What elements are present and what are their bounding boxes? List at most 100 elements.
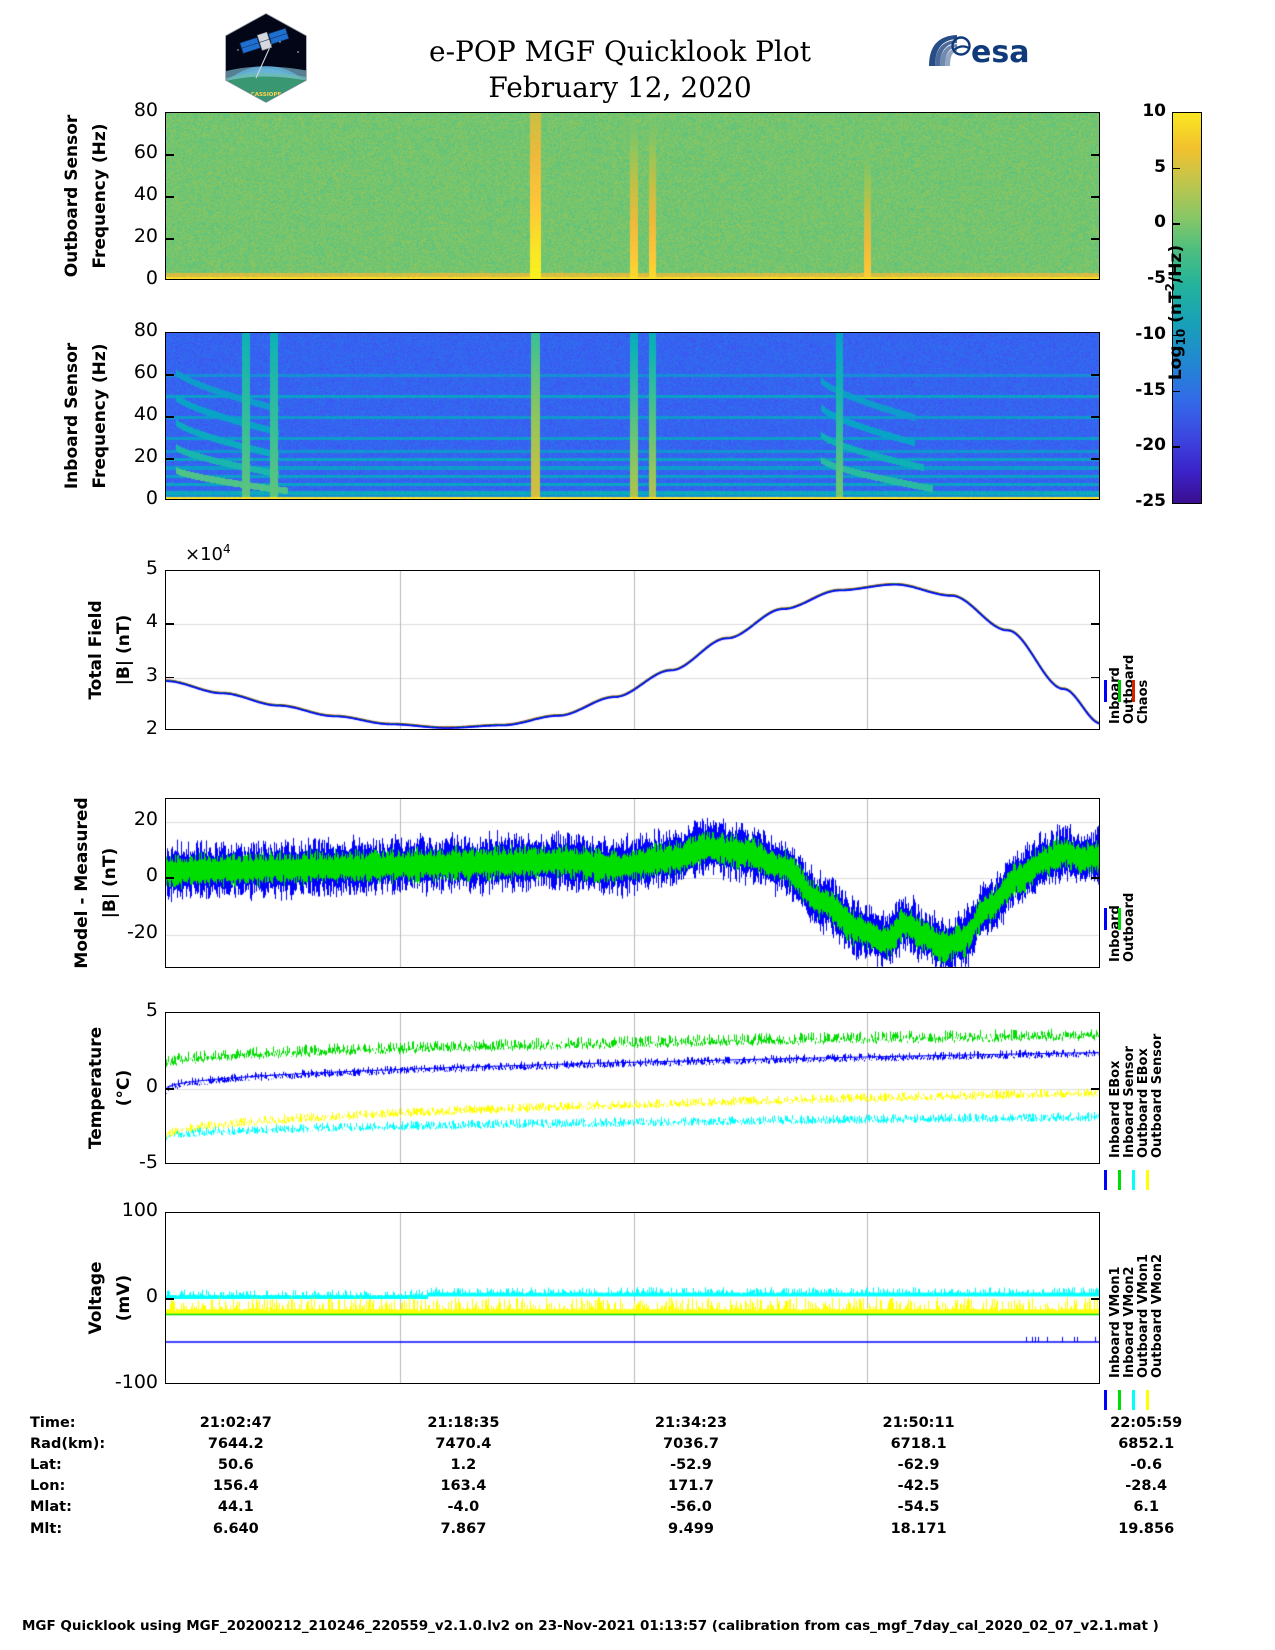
legend-color-swatch (1118, 1390, 1121, 1410)
table-row: Lon: 156.4 163.4 171.7 -42.5 -28.4 (30, 1476, 1260, 1497)
cassiope-logo-text: CASSIOPE (251, 92, 282, 98)
table-row-label: Mlat: (30, 1499, 72, 1516)
table-cell: 21:02:47 (199, 1414, 272, 1431)
esa-logo: esa (925, 28, 1045, 74)
legend-label: Chaos (1136, 679, 1151, 724)
ytick-mark (165, 196, 174, 198)
ytick-label: 80 (133, 319, 158, 341)
table-cell: 19.856 (1118, 1520, 1175, 1537)
ytick-mark (165, 374, 174, 376)
legend-color-swatch (1146, 1390, 1149, 1410)
ytick-label: 0 (145, 1285, 158, 1307)
page-title: e-POP MGF Quicklook Plot (429, 35, 811, 68)
legend-label: Outboard VMon1 (1136, 1253, 1151, 1378)
ytick-mark (165, 623, 174, 625)
total-field-plot (166, 571, 1099, 729)
colorbar-tick-mark (1172, 223, 1180, 226)
ephemeris-table: Time: 21:02:47 21:18:35 21:34:23 21:50:11 22:… (30, 1412, 1260, 1539)
ytick-label: 20 (133, 225, 158, 247)
panel-inboard-spectrogram (165, 332, 1100, 500)
model-minus-measured-plot (166, 799, 1099, 967)
ytick-label: 0 (145, 864, 158, 887)
table-row-label: Mlt: (30, 1520, 63, 1537)
legend-color-swatch (1104, 680, 1107, 702)
temperature-plot (166, 1013, 1099, 1163)
table-cell: 21:18:35 (427, 1414, 500, 1431)
table-cell: 44.1 (217, 1499, 254, 1516)
table-cell: 6.640 (212, 1520, 259, 1537)
panel-temperature (165, 1012, 1100, 1164)
legend-color-swatch (1132, 1170, 1135, 1190)
table-cell: 6852.1 (1118, 1435, 1175, 1452)
ytick-label: 60 (133, 141, 158, 163)
ytick-mark (1091, 196, 1100, 198)
colorbar-tick-label: -5 (1147, 268, 1166, 289)
esa-wordmark: esa (971, 35, 1029, 70)
legend-label: Outboard (1122, 892, 1137, 962)
colorbar-tick-label: -20 (1135, 435, 1166, 456)
ytick-mark (1091, 374, 1100, 376)
panel-model-minus-measured (165, 798, 1100, 968)
panel-outboard-ylabel-line1: Outboard Sensor (62, 114, 82, 278)
legend-color-swatch (1118, 1170, 1121, 1190)
legend-color-swatch (1118, 680, 1121, 702)
ytick-label: 40 (133, 183, 158, 205)
legend-label: Inboard EBox (1108, 1060, 1123, 1158)
legend-color-swatch (1104, 908, 1107, 930)
ytick-label: 0 (145, 267, 158, 289)
table-cell: 21:34:23 (654, 1414, 728, 1431)
ytick-mark (1091, 877, 1100, 879)
cassiope-mission-logo: CASSIOPE (222, 12, 310, 104)
ytick-label: 20 (133, 445, 158, 467)
colorbar-tick-label: 5 (1154, 156, 1166, 177)
ytick-mark (165, 458, 174, 460)
ytick-label: 5 (145, 557, 158, 579)
table-cell: 7.867 (440, 1520, 487, 1537)
ytick-mark (165, 416, 174, 418)
ytick-mark (165, 238, 174, 240)
total-field-axis-exponent: ×104 (185, 542, 231, 565)
colorbar-tick-label: -25 (1135, 491, 1166, 511)
table-cell: -42.5 (897, 1478, 940, 1495)
panel-inboard-ylabel-line1: Inboard Sensor (62, 342, 82, 490)
colorbar-tick-mark (1172, 390, 1180, 393)
legend-color-swatch (1118, 908, 1121, 930)
table-row-label: Lat: (30, 1456, 62, 1473)
table-cell: 7470.4 (435, 1435, 492, 1452)
colorbar-tick-mark (1172, 279, 1180, 281)
table-cell: 156.4 (212, 1478, 259, 1495)
table-cell: 171.7 (668, 1478, 714, 1495)
title-block: e-POP MGF Quicklook Plot February 12, 20… (300, 34, 940, 106)
colorbar-axis-label: Log10 (nT2/Hz) (1163, 244, 1189, 381)
ytick-label: 40 (133, 403, 158, 425)
legend-color-swatch (1132, 1390, 1135, 1410)
legend-color-swatch (1104, 1170, 1107, 1190)
ytick-label: -100 (114, 1371, 158, 1393)
inboard-spectrogram-image (166, 333, 1099, 499)
panel-model-ylabel-line1: Model - Measured (72, 797, 92, 969)
table-cell: 18.171 (890, 1520, 947, 1537)
ytick-label: 60 (133, 361, 158, 383)
ytick-label: -5 (139, 1151, 158, 1173)
ytick-label: 100 (121, 1199, 158, 1221)
legend-color-swatch (1132, 680, 1135, 702)
table-row: Mlat: 44.1 -4.0 -56.0 -54.5 6.1 (30, 1497, 1260, 1518)
table-cell: -28.4 (1125, 1478, 1168, 1495)
ytick-mark (1091, 458, 1100, 460)
table-cell: 9.499 (668, 1520, 714, 1537)
ytick-label: 80 (133, 99, 158, 121)
table-row: Lat: 50.6 1.2 -52.9 -62.9 -0.6 (30, 1454, 1260, 1475)
table-cell: 22:05:59 (1110, 1414, 1183, 1431)
legend-label: Outboard EBox (1136, 1048, 1151, 1158)
table-cell: 7036.7 (663, 1435, 719, 1452)
footer-provenance: MGF Quicklook using MGF_20200212_210246_… (22, 1618, 1159, 1634)
colorbar-tick-label: -15 (1135, 379, 1166, 400)
table-cell: -54.5 (897, 1499, 940, 1516)
ytick-label: 20 (133, 807, 158, 830)
ytick-label: 0 (145, 1075, 158, 1097)
ytick-mark (165, 676, 174, 679)
ytick-label: 2 (145, 717, 158, 739)
table-row-label: Rad(km): (30, 1435, 106, 1452)
ytick-mark (1091, 1088, 1100, 1090)
page-subtitle-date: February 12, 2020 (488, 71, 752, 104)
